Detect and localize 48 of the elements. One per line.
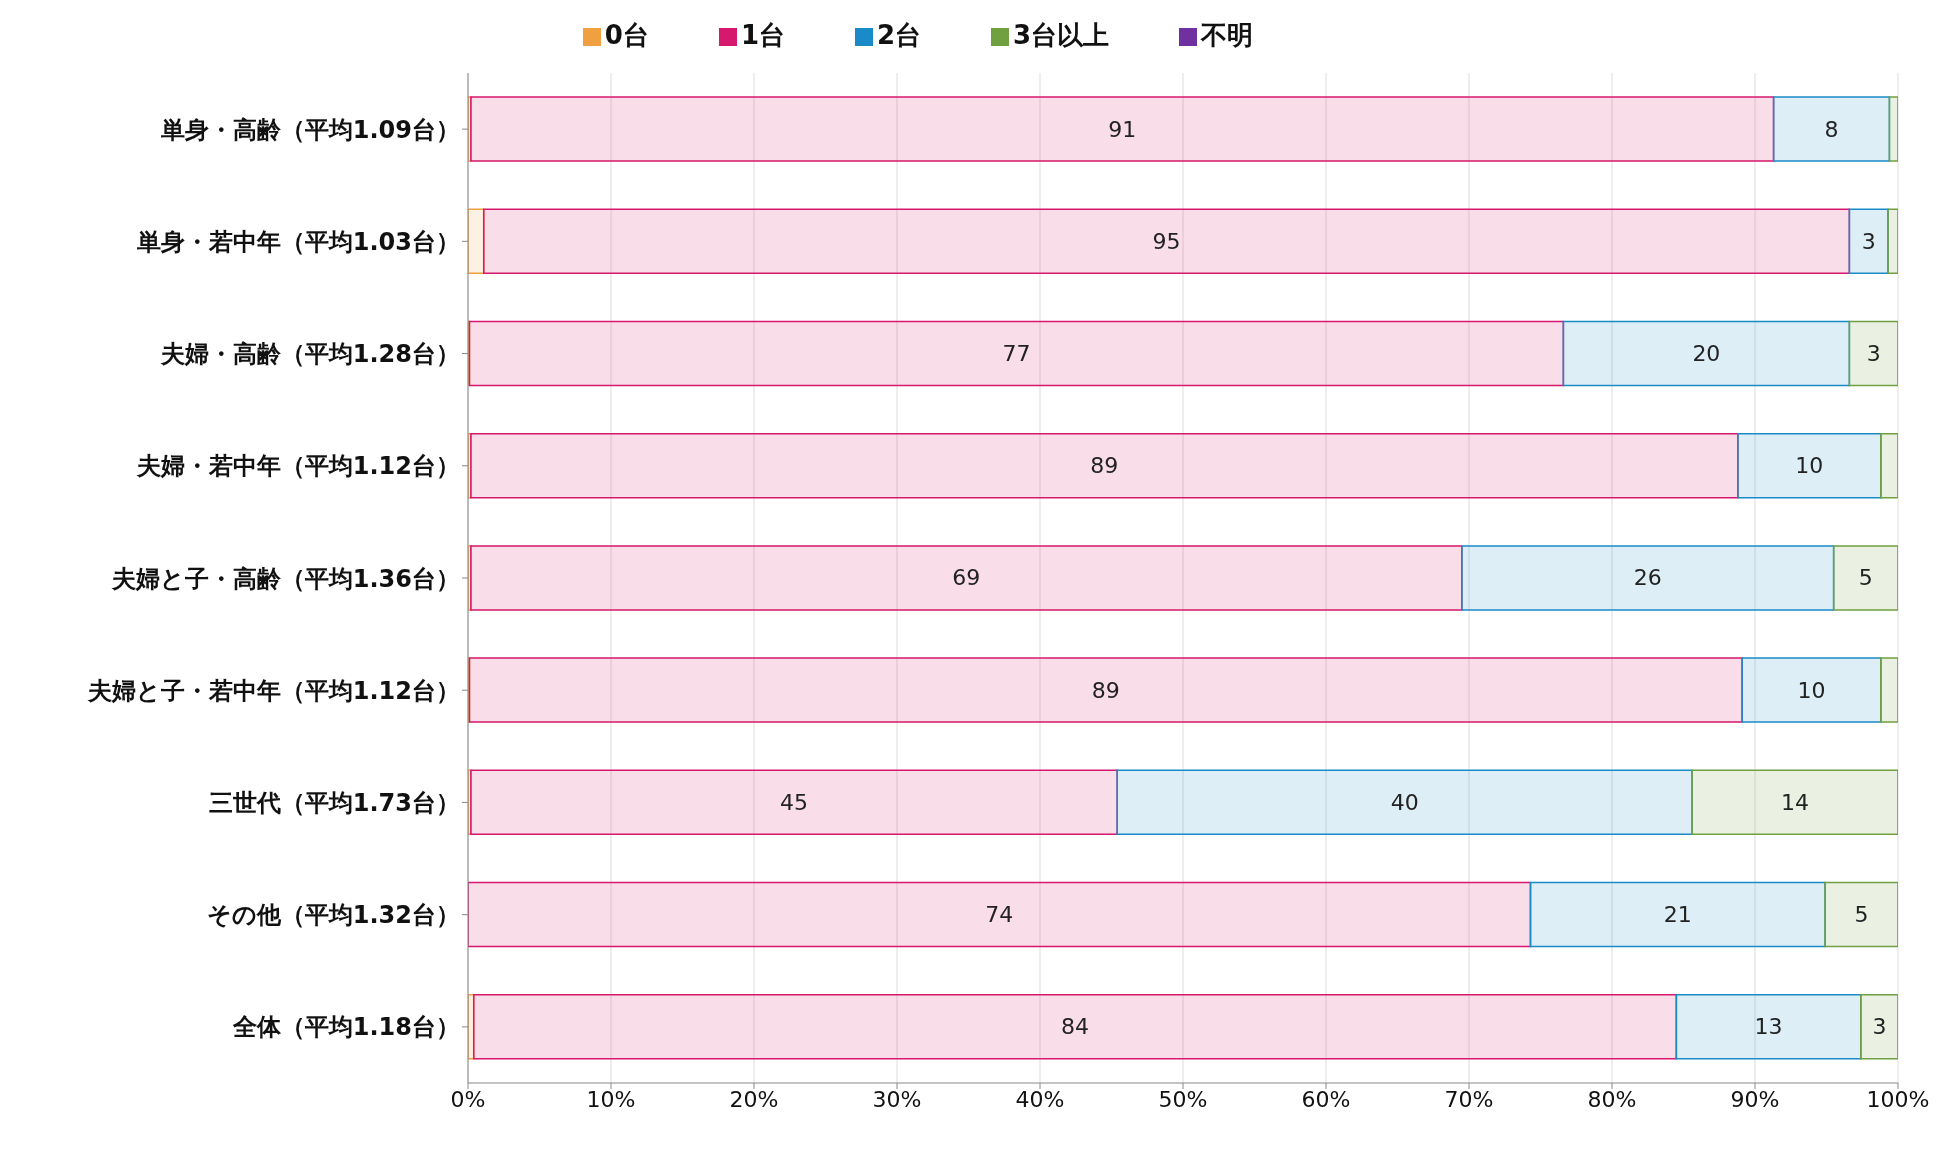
y-tick-label: その他（平均1.32台） <box>206 901 460 930</box>
x-tick-label: 30% <box>872 1086 922 1112</box>
data-label: 10 <box>1795 453 1824 479</box>
data-label: 3 <box>1866 340 1881 366</box>
x-tick-label: 20% <box>729 1086 779 1112</box>
data-label: 21 <box>1663 902 1692 928</box>
x-tick-label: 90% <box>1730 1086 1780 1112</box>
x-tick-label: 0% <box>450 1086 486 1112</box>
x-tick-label: 100% <box>1866 1086 1930 1112</box>
data-label: 91 <box>1108 116 1137 142</box>
data-label: 20 <box>1692 340 1721 366</box>
data-label: 45 <box>780 789 809 815</box>
data-label: 3 <box>1872 1014 1887 1040</box>
data-label: 3 <box>1861 228 1876 254</box>
data-label: 77 <box>1002 340 1031 366</box>
data-label: 5 <box>1858 565 1873 591</box>
data-label: 40 <box>1390 789 1419 815</box>
data-label: 5 <box>1854 902 1869 928</box>
legend-label: 0台 <box>604 20 649 50</box>
data-label: 89 <box>1090 453 1119 479</box>
y-tick-label: 全体（平均1.18台） <box>231 1013 460 1042</box>
y-tick-label: 夫婦と子・高齢（平均1.36台） <box>110 564 460 593</box>
x-tick-label: 40% <box>1015 1086 1065 1112</box>
data-label: 26 <box>1633 565 1662 591</box>
y-tick-label: 夫婦と子・若中年（平均1.12台） <box>86 676 460 705</box>
data-label: 84 <box>1061 1014 1090 1040</box>
legend-label: 1台 <box>740 20 785 50</box>
data-label: 69 <box>952 565 981 591</box>
x-tick-label: 70% <box>1444 1086 1494 1112</box>
y-tick-label: 夫婦・高齢（平均1.28台） <box>159 340 460 369</box>
data-label: 13 <box>1754 1014 1783 1040</box>
legend-label: 3台以上 <box>1013 20 1110 50</box>
x-tick-label: 80% <box>1587 1086 1637 1112</box>
x-tick-label: 10% <box>586 1086 636 1112</box>
y-tick-label: 単身・若中年（平均1.03台） <box>135 227 460 256</box>
legend-label: 不明 <box>1201 20 1254 50</box>
x-tick-label: 60% <box>1301 1086 1351 1112</box>
y-tick-label: 夫婦・若中年（平均1.12台） <box>135 452 460 481</box>
y-tick-label: 単身・高齢（平均1.09台） <box>159 115 460 144</box>
data-label: 89 <box>1091 677 1120 703</box>
data-label: 8 <box>1824 116 1839 142</box>
data-label: 95 <box>1152 228 1181 254</box>
data-label: 14 <box>1781 789 1810 815</box>
y-tick-label: 三世代（平均1.73台） <box>208 788 460 817</box>
data-label: 10 <box>1797 677 1826 703</box>
data-label: 74 <box>985 902 1014 928</box>
legend-label: 2台 <box>877 20 922 50</box>
x-tick-label: 50% <box>1158 1086 1208 1112</box>
